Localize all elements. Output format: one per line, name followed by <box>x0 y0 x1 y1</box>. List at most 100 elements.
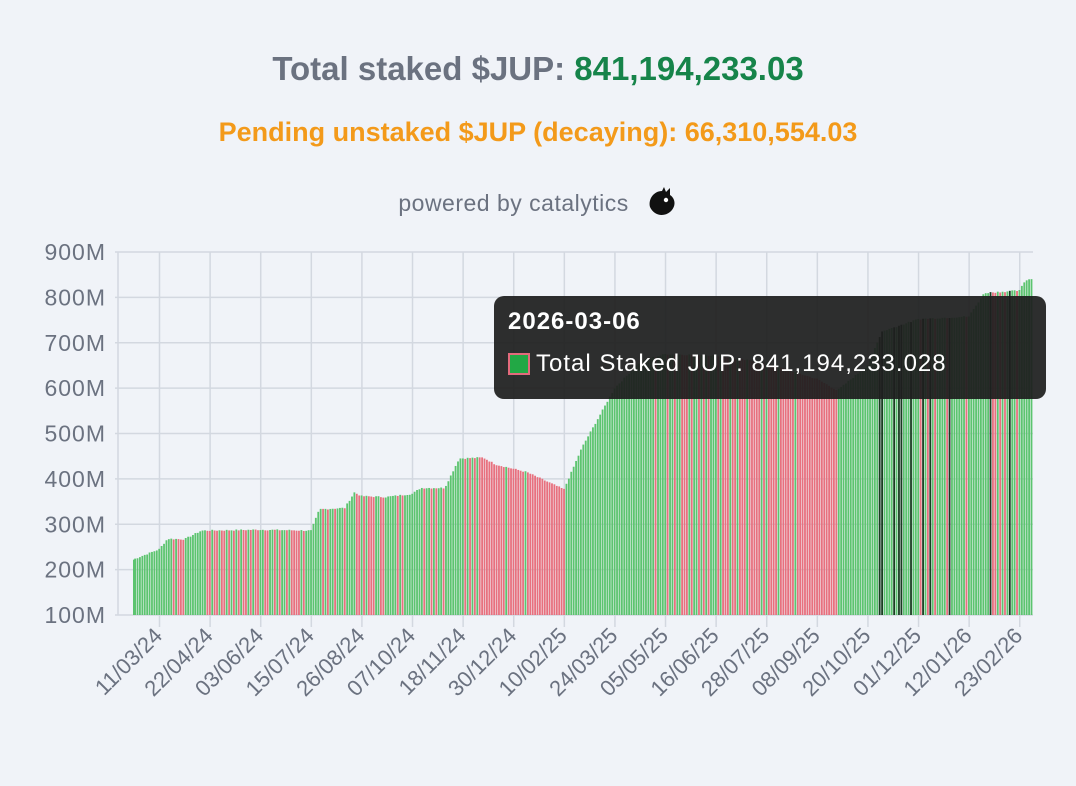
powered-by-text: powered by catalytics <box>398 190 629 217</box>
bar <box>714 354 717 615</box>
bar <box>830 387 833 615</box>
bar <box>686 355 688 615</box>
bar <box>208 530 211 615</box>
bar <box>184 538 187 615</box>
y-tick-label: 400M <box>44 466 106 492</box>
bar <box>430 488 433 615</box>
chart-subtitle: Pending unstaked $JUP (decaying): 66,310… <box>0 117 1076 148</box>
bar <box>794 371 797 615</box>
bar <box>404 495 406 615</box>
bar <box>796 372 799 615</box>
bar <box>628 373 630 615</box>
bar <box>505 466 508 615</box>
bar <box>172 539 175 615</box>
bar <box>514 468 517 615</box>
bar <box>192 534 194 615</box>
bar <box>196 532 199 615</box>
bar <box>442 488 445 615</box>
bar <box>926 318 929 615</box>
bar <box>151 551 153 615</box>
bar <box>746 359 749 615</box>
bar <box>199 531 202 615</box>
bar <box>367 496 370 615</box>
bar <box>259 530 262 615</box>
bar <box>1004 292 1006 615</box>
bar <box>524 471 527 615</box>
bar <box>700 355 703 615</box>
bar <box>777 366 780 615</box>
bar <box>293 530 296 615</box>
bar <box>541 478 544 615</box>
bar <box>276 529 279 615</box>
bar <box>702 355 705 615</box>
bar <box>312 523 315 615</box>
total-staked-label: Total staked $JUP: <box>272 50 566 87</box>
bar <box>584 440 587 615</box>
bar <box>375 496 377 615</box>
bar <box>1023 282 1026 615</box>
powered-by[interactable]: powered by catalytics <box>0 185 1076 225</box>
bar <box>811 378 814 615</box>
bar <box>989 292 992 615</box>
bar <box>1028 279 1030 615</box>
bar <box>314 517 317 615</box>
bar <box>310 530 312 615</box>
bar <box>835 389 838 615</box>
bar <box>194 533 197 615</box>
bar <box>331 508 334 615</box>
bar <box>955 317 958 615</box>
bar <box>237 530 240 615</box>
bar <box>943 317 946 615</box>
bar <box>902 324 905 615</box>
bar <box>620 381 623 615</box>
bar <box>160 546 163 615</box>
bar <box>760 362 763 615</box>
bar <box>948 318 951 615</box>
bar <box>712 355 715 615</box>
bar <box>247 529 250 615</box>
bar <box>389 496 392 615</box>
bar <box>878 337 881 615</box>
bar <box>828 385 830 615</box>
bar <box>772 365 775 615</box>
bar <box>295 530 298 615</box>
bar <box>910 322 912 615</box>
bar <box>394 495 397 615</box>
bar <box>898 325 900 615</box>
bar <box>406 495 409 615</box>
bar <box>755 362 758 615</box>
bar <box>290 530 293 615</box>
bar <box>177 539 180 615</box>
bar <box>567 478 570 615</box>
bar <box>854 374 857 615</box>
bar <box>919 319 922 615</box>
bar <box>457 461 459 615</box>
bar <box>534 475 537 615</box>
bar <box>163 543 165 615</box>
bar <box>379 497 382 615</box>
bar <box>283 530 286 615</box>
bar <box>736 358 739 615</box>
bar <box>787 370 790 615</box>
bar <box>486 459 488 615</box>
bar <box>365 495 368 615</box>
bar <box>640 360 643 615</box>
bar <box>478 457 481 615</box>
bar <box>517 469 520 615</box>
bar <box>555 485 558 615</box>
bar <box>931 318 934 615</box>
bar <box>302 530 305 615</box>
bar <box>384 497 387 615</box>
bar <box>510 468 512 615</box>
bar <box>623 377 626 615</box>
bar <box>912 320 915 615</box>
bar <box>739 358 741 615</box>
bar <box>175 538 177 615</box>
bar <box>958 317 961 615</box>
bar <box>1020 285 1023 615</box>
bar <box>642 360 645 615</box>
bar <box>358 495 361 615</box>
bar <box>266 530 269 615</box>
bar <box>813 378 816 615</box>
